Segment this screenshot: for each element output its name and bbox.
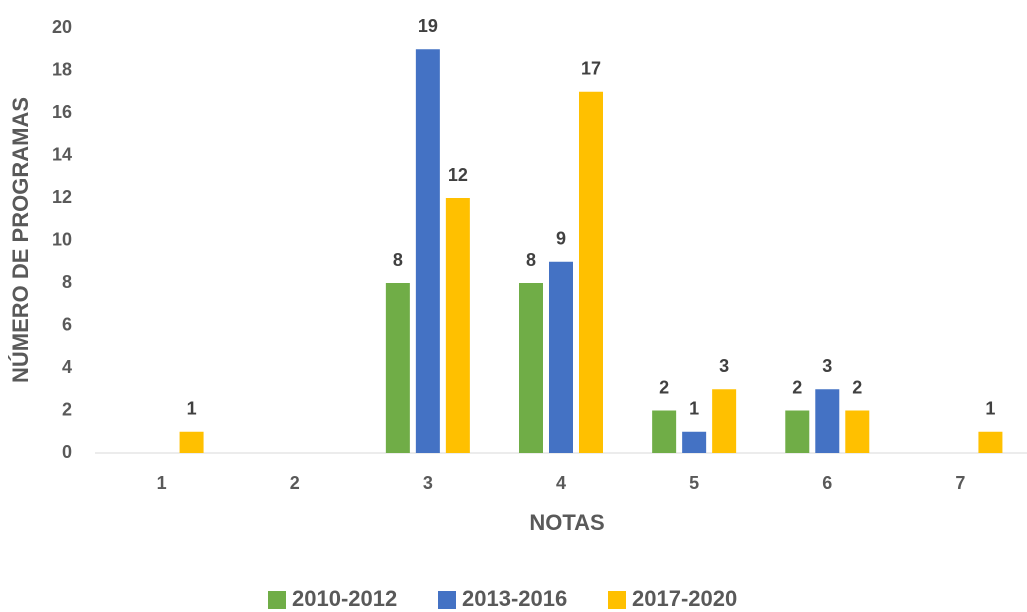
bar xyxy=(415,49,440,453)
data-label: 8 xyxy=(393,250,403,270)
bar xyxy=(682,431,707,453)
bar xyxy=(385,283,410,453)
bar xyxy=(519,283,543,453)
data-label: 3 xyxy=(719,356,729,376)
data-label: 1 xyxy=(689,399,699,419)
x-tick-label: 6 xyxy=(822,473,832,493)
bar xyxy=(712,389,737,453)
data-label: 2 xyxy=(792,377,802,397)
x-tick-label: 4 xyxy=(556,473,566,493)
data-label: 3 xyxy=(822,356,832,376)
bar xyxy=(785,410,810,453)
x-tick-label: 2 xyxy=(290,473,300,493)
y-tick-label: 8 xyxy=(62,272,72,292)
data-label: 12 xyxy=(448,165,468,185)
data-label: 8 xyxy=(526,250,536,270)
y-tick-label: 18 xyxy=(52,59,72,79)
bar xyxy=(978,431,1003,453)
y-tick-label: 12 xyxy=(52,187,72,207)
bar xyxy=(549,261,573,453)
data-label: 1 xyxy=(187,399,197,419)
y-axis-title: NÚMERO DE PROGRAMAS xyxy=(8,97,33,383)
x-tick-label: 3 xyxy=(423,473,433,493)
legend-swatch xyxy=(438,591,456,609)
x-tick-label: 7 xyxy=(955,473,965,493)
x-axis-title: NOTAS xyxy=(529,510,604,535)
data-label: 19 xyxy=(418,16,438,36)
y-tick-label: 16 xyxy=(52,102,72,122)
x-tick-label: 5 xyxy=(689,473,699,493)
legend-swatch xyxy=(268,591,286,609)
y-tick-label: 14 xyxy=(52,144,72,164)
bar xyxy=(579,91,603,453)
legend-label: 2010-2012 xyxy=(292,586,397,611)
bar xyxy=(179,431,204,453)
legend-label: 2013-2016 xyxy=(462,586,567,611)
x-tick-label: 1 xyxy=(157,473,167,493)
data-label: 2 xyxy=(659,377,669,397)
data-label: 17 xyxy=(581,59,601,79)
y-tick-label: 10 xyxy=(52,229,72,249)
bar xyxy=(652,410,677,453)
legend-label: 2017-2020 xyxy=(632,586,737,611)
data-label: 1 xyxy=(985,399,995,419)
y-tick-label: 4 xyxy=(62,357,72,377)
legend-swatch xyxy=(608,591,626,609)
bar xyxy=(445,198,470,453)
bar xyxy=(845,410,870,453)
data-label: 2 xyxy=(852,377,862,397)
data-label: 9 xyxy=(556,229,566,249)
y-tick-label: 2 xyxy=(62,399,72,419)
y-tick-label: 6 xyxy=(62,314,72,334)
bar xyxy=(815,389,840,453)
y-tick-label: 0 xyxy=(62,442,72,462)
y-tick-label: 20 xyxy=(52,17,72,37)
